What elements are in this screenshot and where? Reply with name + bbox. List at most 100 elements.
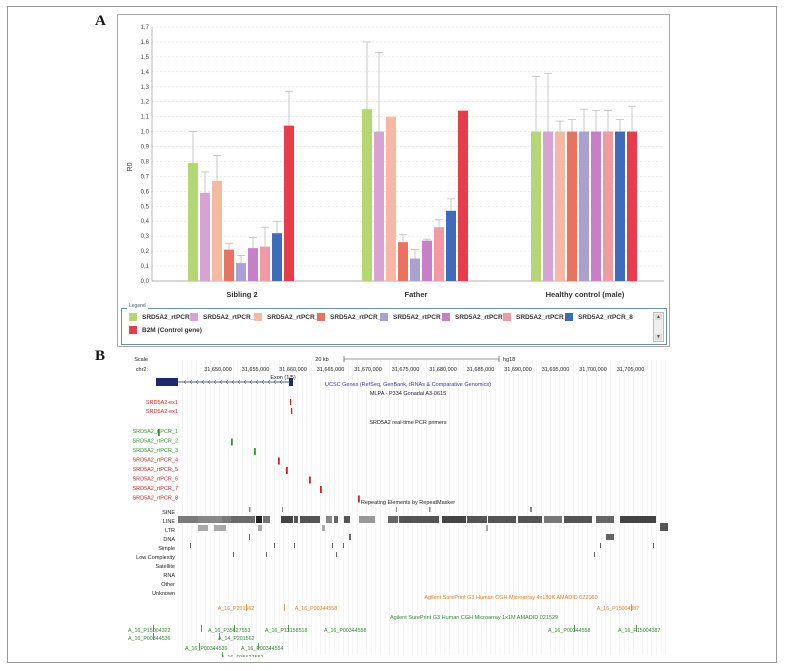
legend-item: SRD5A2_rtPCR_4 <box>317 313 385 322</box>
legend-label: SRD5A2_rtPCR_3 <box>267 314 322 321</box>
bar-SRD5A2_rtPCR_3-Sibling 2 <box>212 180 222 281</box>
figure-frame <box>7 6 777 663</box>
y-tick-label: 1,5 <box>141 55 150 61</box>
strand-arrow-icon <box>267 379 271 385</box>
legend-item: SRD5A2_rtPCR_2 <box>190 313 258 322</box>
position-label: 31,685,000 <box>467 367 495 373</box>
legend-title: Legend <box>127 303 148 309</box>
array1-probe-label: A_16_P15004387 <box>597 606 639 612</box>
strand-arrow-icon <box>189 379 193 385</box>
gene-track-label: UCSC Genes (RefSeq, GenBank, tRNAs & Com… <box>325 382 491 388</box>
sine-block <box>429 507 431 512</box>
strand-arrow-icon <box>213 379 217 385</box>
strand-arrow-icon <box>219 379 223 385</box>
low-complexity-block <box>336 552 337 557</box>
legend-label: B2M (Control gene) <box>142 327 202 334</box>
bar-B2M (Control gene)-Healthy control (male) <box>627 131 637 281</box>
array2-probe-label: A_16_P00344558 <box>324 628 366 634</box>
line-block <box>620 516 656 523</box>
legend-label: SRD5A2_rtPCR_2 <box>203 314 258 321</box>
y-tick-label: 1,6 <box>141 40 150 46</box>
line-block <box>231 516 255 523</box>
legend-item: SRD5A2_rtPCR_8 <box>565 313 633 322</box>
y-tick-label: 0,5 <box>141 204 150 210</box>
array2-probe-mark <box>222 652 223 657</box>
assembly-label: hg18 <box>503 357 515 363</box>
dna-block <box>249 534 250 540</box>
line-block <box>300 516 320 523</box>
legend-swatch <box>190 313 198 322</box>
array2-probe-label: A_16_P13158518 <box>265 628 307 634</box>
array1-probe-label: A_16_P00344558 <box>295 606 337 612</box>
repeat-class-label: DNA <box>163 537 175 543</box>
bar-SRD5A2_rtPCR_1-Healthy control (male) <box>531 131 541 281</box>
genome-browser-panel: Scale chr2: 20 kb hg18 31,650,000 31,655,000 3… <box>126 352 670 657</box>
scroll-up-icon[interactable]: ▲ <box>655 314 662 320</box>
legend-label: SRD5A2_rtPCR_7 <box>516 314 571 321</box>
bar-SRD5A2_rtPCR_3-Healthy control (male) <box>555 131 565 281</box>
array2-probe-mark <box>636 625 637 632</box>
primer-mark <box>309 476 311 484</box>
bar-SRD5A2_rtPCR_4-Father <box>398 242 408 281</box>
strand-arrow-icon <box>183 379 187 385</box>
bar-chart-panel: 0,0 0,1 0,2 0,3 0,4 0,5 0,6 0,7 0,8 0,9 1,0 1,1 1,2 1… <box>117 14 670 347</box>
line-block <box>399 516 439 523</box>
array2-probe-label: A_16_P00344536 <box>128 636 170 642</box>
mlpa-probe-mark <box>291 408 293 414</box>
browser-tracks <box>153 356 668 657</box>
strand-arrow-icon <box>195 379 199 385</box>
bar-SRD5A2_rtPCR_3-Father <box>386 116 396 281</box>
repeat-track-label: Repeating Elements by RepeatMasker <box>361 500 455 506</box>
sine-block <box>249 507 251 512</box>
legend-label: SRD5A2_rtPCR_1 <box>142 314 197 321</box>
line-block <box>518 516 542 523</box>
legend-swatch <box>254 313 262 322</box>
repeat-class-label: Other <box>161 582 175 588</box>
bar-SRD5A2_rtPCR_6-Sibling 2 <box>248 248 258 281</box>
legend-swatch <box>503 313 511 322</box>
array2-probe-mark <box>153 625 154 632</box>
strand-arrow-icon <box>243 379 247 385</box>
bar-B2M (Control gene)-Sibling 2 <box>284 125 294 282</box>
line-block <box>334 516 338 523</box>
line-block <box>442 516 466 523</box>
bar-SRD5A2_rtPCR_8-Father <box>446 210 456 281</box>
bar-SRD5A2_rtPCR_7-Father <box>434 227 444 281</box>
ltr-block <box>660 523 668 531</box>
strand-arrow-icon <box>273 379 277 385</box>
legend-swatch <box>129 326 137 335</box>
array1-probe-mark <box>284 604 285 611</box>
y-tick-label: 0,3 <box>141 234 150 240</box>
mlpa-probe-mark <box>290 399 292 405</box>
bar-SRD5A2_rtPCR_1-Father <box>362 109 372 281</box>
legend-label: SRD5A2_rtPCR_5 <box>393 314 448 321</box>
y-tick-label: 1,3 <box>141 85 150 91</box>
strand-arrow-icon <box>231 379 235 385</box>
legend-scrollbar[interactable]: ▲ ▼ <box>653 312 664 342</box>
simple-block <box>653 543 654 548</box>
position-label: 31,675,000 <box>392 367 420 373</box>
bar-series <box>188 41 637 282</box>
mlpa-track-label: MLPA - P334 Gonadal A3-0615 <box>370 391 446 397</box>
primer-label: SRD5A2_rtPCR_6 <box>132 477 178 483</box>
primer-mark <box>320 486 322 493</box>
scroll-down-icon[interactable]: ▼ <box>655 334 662 340</box>
position-label: 31,655,000 <box>242 367 270 373</box>
primer-label: SRD5A2_rtPCR_7 <box>132 486 178 492</box>
ltr-block <box>486 525 488 531</box>
legend-swatch <box>317 313 325 322</box>
bar-SRD5A2_rtPCR_8-Healthy control (male) <box>615 131 625 281</box>
scale-label: Scale <box>134 357 148 363</box>
array2-probe-mark <box>199 643 200 650</box>
bar-SRD5A2_rtPCR_2-Father <box>374 131 384 281</box>
primer-label: SRD5A2_rtPCR_5 <box>132 467 178 473</box>
strand-arrow-icon <box>201 379 205 385</box>
strand-arrow-icon <box>261 379 265 385</box>
mlpa-probe-label: SRD5A2-ex1 <box>146 409 178 415</box>
bar-SRD5A2_rtPCR_8-Sibling 2 <box>272 233 282 281</box>
strand-arrow-icon <box>207 379 211 385</box>
legend-item: SRD5A2_rtPCR_7 <box>503 313 571 322</box>
y-tick-label: 1,2 <box>141 100 150 106</box>
sine-block <box>282 507 283 512</box>
position-label: 31,695,000 <box>542 367 570 373</box>
